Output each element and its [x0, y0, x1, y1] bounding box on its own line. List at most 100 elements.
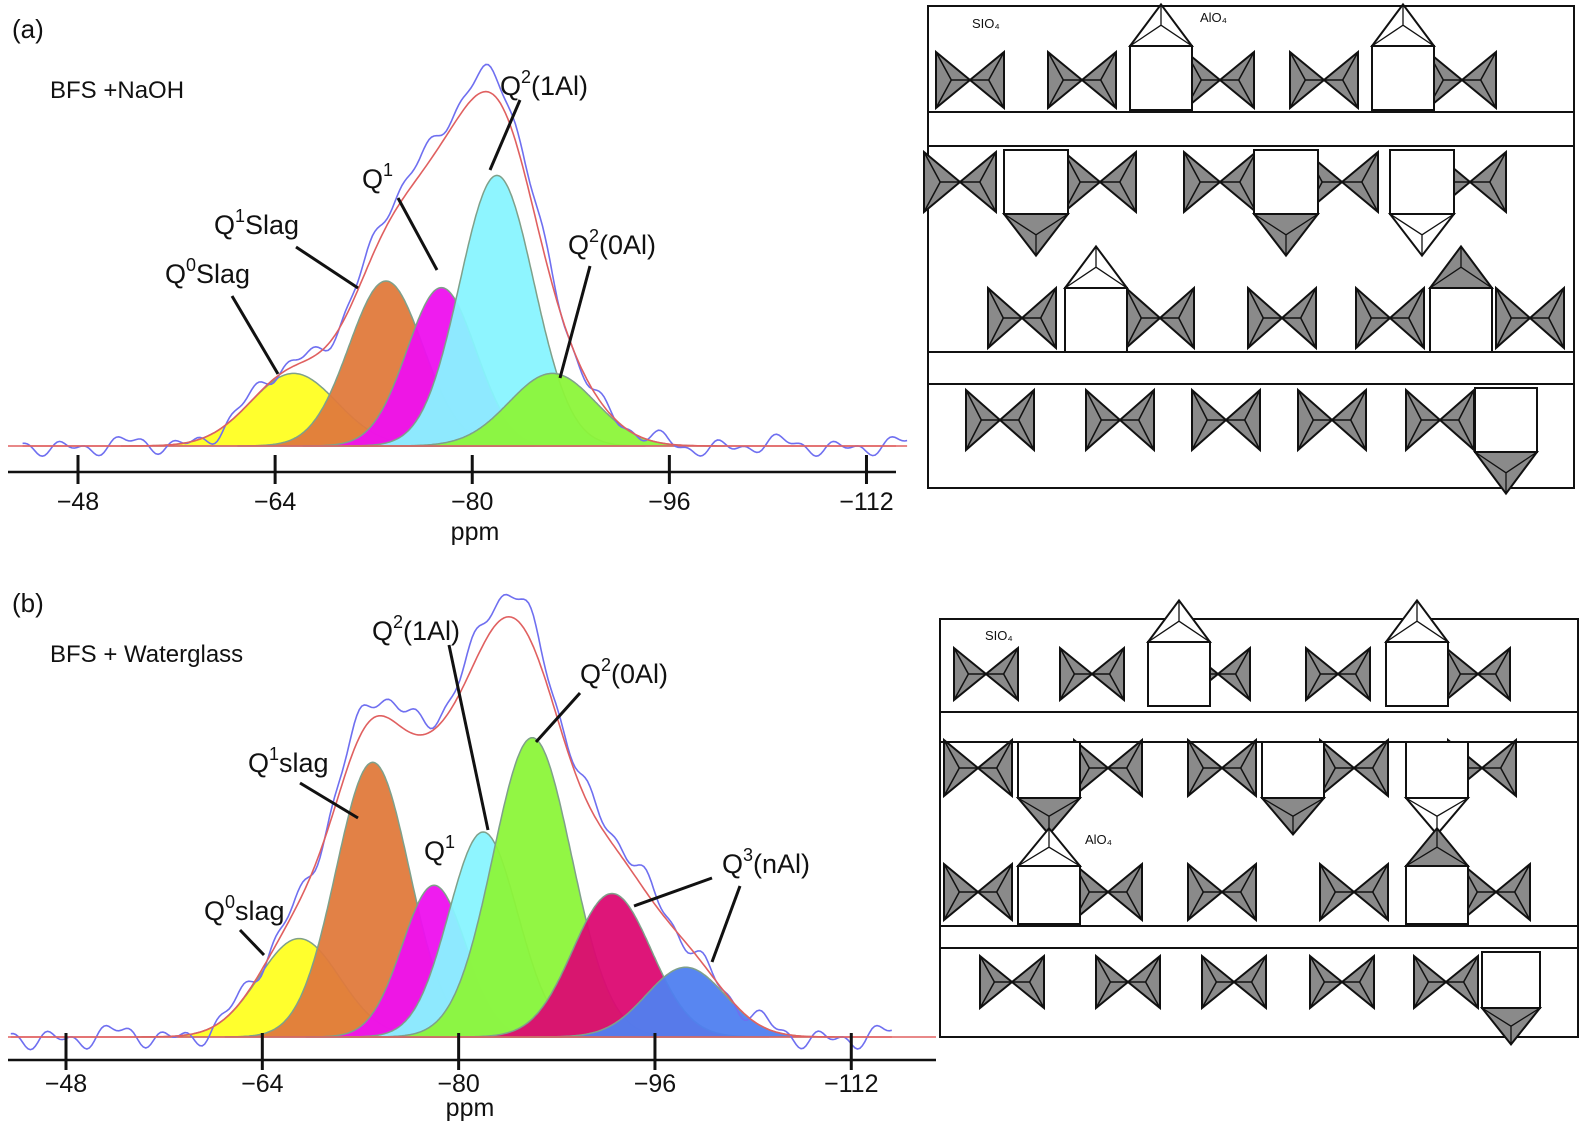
sio4-dimer — [1319, 737, 1389, 799]
bridging-tetrahedron — [1403, 741, 1471, 836]
panel-a: (a) BFS +NaOH −48 −64 −80 −96 −112 Q0Slag Q1… — [8, 14, 908, 546]
sio4-dimer — [1073, 737, 1143, 799]
sio4-dimer — [1201, 953, 1267, 1011]
structure-a-frame — [927, 5, 1575, 489]
tetrahedron-edges — [1405, 828, 1469, 867]
sio4-dimer — [1247, 285, 1317, 351]
bridge-square — [1474, 387, 1538, 453]
bridge-square — [1429, 287, 1493, 353]
peak-label-q1: Q1 — [362, 160, 393, 194]
sio4-dimer — [1297, 387, 1367, 453]
leader-q2-1al — [488, 99, 522, 171]
structure-b-alo4-label: AlO₄ — [1085, 832, 1112, 847]
peak-label-q3-nal-b: Q3(nAl) — [722, 845, 810, 879]
x-tick-label: −64 — [241, 1070, 284, 1098]
sio4-dimer — [1125, 285, 1195, 351]
sio4-dimer — [1413, 953, 1479, 1011]
x-tick-label: −80 — [451, 488, 493, 516]
peak-label-q2-1al: Q2(1Al) — [500, 67, 588, 101]
tetrahedron-edges — [1003, 213, 1069, 256]
structure-diagram-b: SIO₄ AlO₄ — [939, 598, 1579, 1047]
bridging-tetrahedron — [1473, 387, 1539, 496]
bridge-square — [1147, 641, 1211, 707]
x-tick-label: −48 — [45, 1070, 87, 1098]
peak-label-q2-0al: Q2(0Al) — [568, 226, 656, 260]
bridging-tetrahedron — [1479, 951, 1543, 1047]
bridging-tetrahedron — [1015, 741, 1083, 836]
leader-q1 — [396, 197, 439, 271]
tetrahedron-edges — [943, 739, 1013, 797]
tetrahedron-edges — [1355, 287, 1425, 349]
bridge-square — [1405, 741, 1469, 799]
bridging-tetrahedron — [1015, 826, 1083, 925]
tetrahedron-edges — [1253, 213, 1319, 256]
tetrahedron-edges — [923, 151, 997, 213]
tetrahedron-edges — [1289, 51, 1359, 109]
sio4-dimer — [1187, 861, 1257, 923]
bridging-tetrahedron — [1128, 2, 1194, 111]
sio4-dimer — [1047, 49, 1117, 111]
bridge-square — [1003, 149, 1069, 215]
experimental-spectrum — [22, 63, 908, 458]
tetrahedron-edges — [953, 647, 1019, 701]
leader-q2-0al-b — [534, 691, 582, 744]
leader-q2-0al — [558, 265, 592, 379]
panel-a-x-axis-label: ppm — [451, 518, 500, 546]
structure-b-sio4-label: SIO₄ — [985, 628, 1013, 643]
tetrahedron-edges — [1129, 4, 1193, 47]
leader-q0slag — [230, 295, 280, 375]
sio4-dimer — [1085, 387, 1155, 453]
bridge-square — [1405, 865, 1469, 925]
panel-a-leader-lines — [230, 99, 592, 379]
sio4-dimer — [1063, 149, 1137, 215]
panel-b: (b) BFS + Waterglass −48 −64 −80 −96 −112 Q0… — [8, 588, 936, 1122]
bridging-tetrahedron — [1370, 2, 1436, 111]
sio4-dimer — [1355, 285, 1425, 351]
sio4-dimer — [943, 861, 1013, 923]
bridging-tetrahedron — [1259, 741, 1327, 836]
bridging-tetrahedron — [1428, 244, 1494, 353]
tetrahedron-edges — [943, 863, 1013, 921]
tetrahedron-edges — [1495, 287, 1565, 349]
sio4-dimer — [1309, 953, 1375, 1011]
tetrahedron-edges — [1389, 213, 1455, 256]
tetrahedron-edges — [1427, 51, 1497, 109]
bridge-square — [1261, 741, 1325, 799]
sio4-dimer — [943, 737, 1013, 799]
bridging-tetrahedron — [1146, 598, 1212, 707]
tetrahedron-edges — [1385, 600, 1449, 643]
leader-q3-nal-b — [633, 876, 713, 908]
sio4-dimer — [965, 387, 1035, 453]
bridging-tetrahedron — [1063, 244, 1129, 353]
tetrahedron-edges — [1017, 828, 1081, 867]
x-tick-label: −64 — [254, 488, 297, 516]
bridging-tetrahedron — [1384, 598, 1450, 707]
tetrahedron-edges — [1481, 1007, 1541, 1045]
panel-b-label: (b) — [12, 588, 44, 618]
structure-a-sio4-label: SIO₄ — [972, 16, 1000, 31]
structure-a-alo4-label: AlO₄ — [1200, 10, 1227, 25]
bridge-square — [1481, 951, 1541, 1009]
sio4-dimer — [1445, 645, 1511, 703]
x-tick-label: −96 — [634, 1070, 676, 1098]
sio4-dimer — [953, 645, 1019, 703]
tetrahedron-edges — [935, 51, 1005, 109]
sio4-dimer — [1495, 285, 1565, 351]
sio4-dimer — [979, 953, 1045, 1011]
sio4-dimer — [1185, 49, 1255, 111]
peak-label-q1slag-b: Q1slag — [248, 744, 329, 778]
sio4-dimer — [923, 149, 997, 215]
tetrahedron-edges — [1125, 287, 1195, 349]
x-tick-label: −80 — [437, 1070, 479, 1098]
structure-a-tetrahedra — [923, 2, 1565, 496]
bridging-tetrahedron — [1251, 149, 1321, 258]
structure-b-chain-lines — [940, 711, 1578, 949]
panel-b-x-axis-label: ppm — [446, 1094, 495, 1122]
sio4-dimer — [1427, 49, 1497, 111]
tetrahedron-edges — [1187, 863, 1257, 921]
panel-b-leader-lines — [238, 644, 742, 963]
leader-q3-nal-b-2 — [710, 885, 742, 963]
sio4-dimer — [1461, 861, 1531, 923]
tetrahedron-edges — [1185, 51, 1255, 109]
x-tick-label: −96 — [648, 488, 690, 516]
